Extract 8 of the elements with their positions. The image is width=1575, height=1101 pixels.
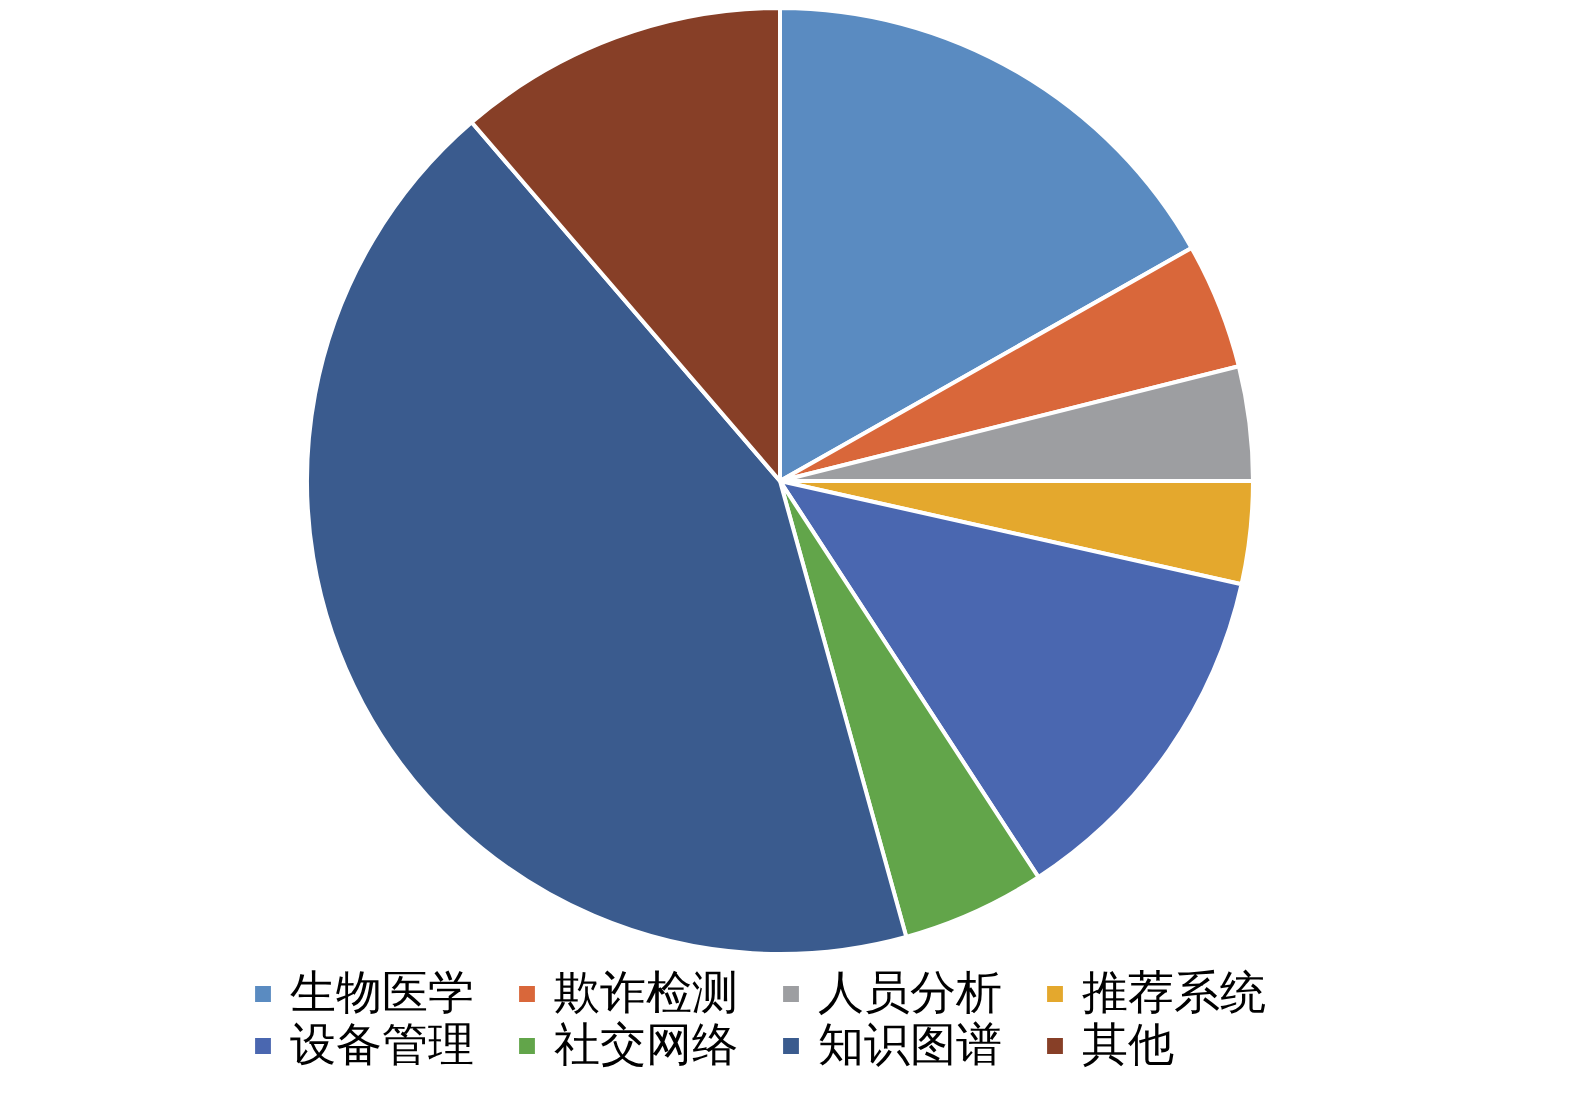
legend-label: 其他 bbox=[1082, 1017, 1174, 1071]
legend-label: 推荐系统 bbox=[1082, 965, 1266, 1019]
legend-label: 设备管理 bbox=[290, 1017, 474, 1071]
legend-label: 社交网络 bbox=[554, 1017, 738, 1071]
legend-label: 生物医学 bbox=[290, 965, 474, 1019]
legend-label: 知识图谱 bbox=[818, 1017, 1002, 1071]
legend-label: 人员分析 bbox=[818, 965, 1002, 1019]
legend-label: 欺诈检测 bbox=[554, 965, 738, 1019]
